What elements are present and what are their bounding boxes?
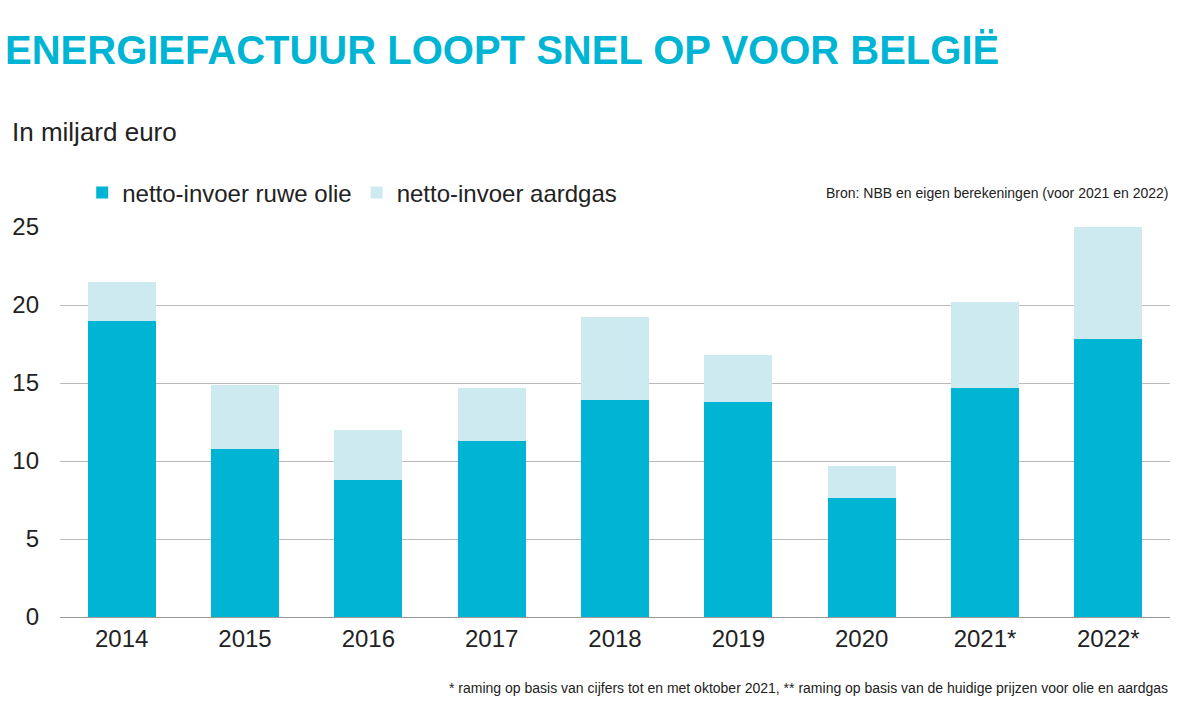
svg-text:20: 20 (12, 291, 39, 318)
svg-text:25: 25 (12, 213, 39, 240)
svg-text:5: 5 (26, 525, 39, 552)
svg-text:0: 0 (26, 603, 39, 630)
svg-text:2017: 2017 (465, 625, 518, 652)
svg-text:In miljard euro: In miljard euro (12, 117, 177, 147)
svg-text:netto-invoer aardgas: netto-invoer aardgas (397, 180, 617, 207)
svg-text:Bron: NBB en eigen berekeninge: Bron: NBB en eigen berekeningen (voor 20… (826, 185, 1168, 201)
svg-text:2022*: 2022* (1077, 625, 1140, 652)
svg-text:ENERGIEFACTUUR LOOPT SNEL OP V: ENERGIEFACTUUR LOOPT SNEL OP VOOR BELGIË (5, 28, 999, 72)
svg-text:15: 15 (12, 369, 39, 396)
svg-text:2016: 2016 (342, 625, 395, 652)
svg-text:2015: 2015 (218, 625, 271, 652)
svg-text:* raming op basis van cijfers: * raming op basis van cijfers tot en met… (449, 680, 1168, 696)
svg-text:2021*: 2021* (954, 625, 1017, 652)
svg-text:2020: 2020 (835, 625, 888, 652)
svg-text:2019: 2019 (712, 625, 765, 652)
svg-text:10: 10 (12, 447, 39, 474)
svg-text:2014: 2014 (95, 625, 148, 652)
svg-text:2018: 2018 (588, 625, 641, 652)
svg-text:netto-invoer ruwe olie: netto-invoer ruwe olie (122, 180, 351, 207)
